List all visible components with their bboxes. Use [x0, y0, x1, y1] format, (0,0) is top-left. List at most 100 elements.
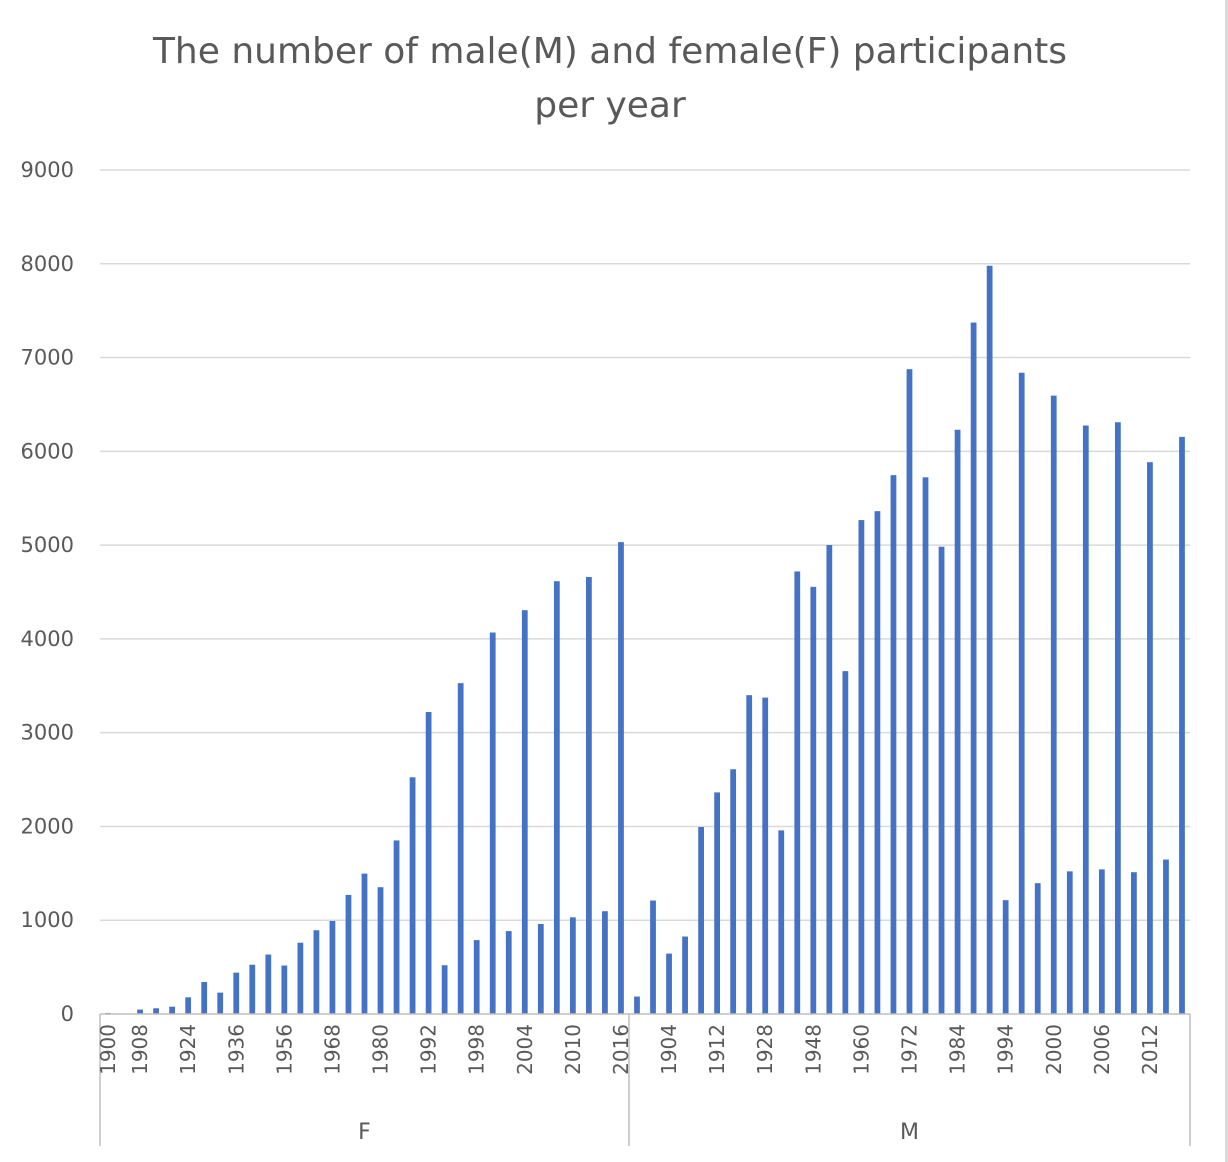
- bar-M-2010: [1131, 872, 1137, 1014]
- bar-M-1992: [986, 265, 993, 1015]
- x-tick-label: 1948: [801, 1024, 825, 1075]
- bar-F-1964: [313, 930, 320, 1014]
- bar-M-1924: [746, 695, 753, 1014]
- bar-M-1904: [666, 953, 672, 1014]
- group-label-F: F: [358, 1120, 371, 1145]
- bar-F-2016: [618, 542, 624, 1014]
- bar-F-1968: [329, 920, 336, 1014]
- x-tick-label: 1928: [753, 1024, 777, 1075]
- bar-M-1936: [794, 571, 801, 1014]
- gridlines: [100, 169, 1190, 921]
- bar-F-1956: [281, 965, 288, 1014]
- bar-F-1980: [377, 887, 384, 1014]
- x-tick-label: 1924: [176, 1024, 200, 1075]
- y-tick-label: 2000: [21, 814, 74, 838]
- bar-M-2016: [1179, 436, 1185, 1014]
- bar-F-1912: [153, 1008, 159, 1014]
- bar-F-1920: [169, 1006, 176, 1014]
- bar-M-1900: [650, 900, 656, 1014]
- y-tick-label: 1000: [21, 908, 74, 932]
- bar-M-1908: [698, 827, 704, 1014]
- bar-M-1956: [842, 671, 849, 1014]
- x-tick-label: 1998: [465, 1024, 489, 1075]
- bar-M-1912: [714, 792, 721, 1014]
- bar-M-2004: [1082, 425, 1089, 1014]
- bar-F-1988: [409, 777, 416, 1014]
- bar-M-2002: [1066, 871, 1073, 1014]
- group-label-M: M: [900, 1120, 919, 1145]
- bar-F-1998: [473, 940, 480, 1014]
- x-tick-label: 2012: [1138, 1024, 1162, 1075]
- bar-M-2000: [1050, 395, 1057, 1014]
- x-tick-label: 2016: [609, 1024, 633, 1075]
- bar-M-1972: [906, 369, 913, 1015]
- bar-M-1988: [970, 322, 977, 1015]
- bar-F-2000: [489, 632, 496, 1014]
- bar-F-1972: [345, 894, 352, 1014]
- x-tick-label: 1992: [417, 1024, 441, 1075]
- bar-F-1960: [297, 942, 304, 1014]
- bar-F-1928: [201, 982, 208, 1014]
- bar-M-1928: [762, 697, 769, 1014]
- x-axis: [99, 1013, 1191, 1146]
- bars: [105, 265, 1185, 1015]
- x-tick-label: 1972: [897, 1024, 921, 1075]
- x-tick-label: 2000: [1042, 1024, 1066, 1075]
- bar-M-1906: [682, 936, 688, 1014]
- x-axis-ticks: 1900 1908 1924 1936 1956 1968 1980 1992 1998 2004…: [96, 1024, 1162, 1075]
- bar-F-1932: [217, 992, 224, 1014]
- bar-M-2008: [1114, 422, 1121, 1014]
- x-tick-label: 2010: [561, 1024, 585, 1075]
- x-tick-label: 1904: [657, 1024, 681, 1075]
- bar-M-1984: [954, 429, 961, 1015]
- bar-F-1976: [361, 873, 368, 1014]
- bar-M-1920: [730, 769, 737, 1014]
- bar-F-2010: [569, 917, 576, 1014]
- bar-M-1960: [858, 520, 865, 1014]
- bar-F-1924: [185, 997, 192, 1014]
- bar-M-1994: [1002, 900, 1009, 1014]
- x-tick-label: 1968: [320, 1024, 344, 1075]
- bar-M-1980: [938, 546, 945, 1014]
- y-tick-label: 8000: [21, 252, 74, 276]
- bar-M-1976: [922, 477, 929, 1014]
- bar-F-1952: [265, 954, 272, 1014]
- y-tick-label: 5000: [21, 533, 74, 557]
- x-tick-label: 1994: [994, 1024, 1018, 1075]
- bar-M-2006: [1098, 869, 1105, 1014]
- bar-F-2004: [521, 610, 528, 1014]
- bar-M-2012: [1147, 462, 1153, 1014]
- bar-F-2002: [505, 931, 512, 1014]
- y-axis-ticks: 0 1000 2000 3000 4000 5000 6000 7000 8000 9000: [21, 158, 74, 1026]
- bar-F-2008: [553, 581, 560, 1014]
- bar-F-2014: [602, 911, 608, 1014]
- bar-F-1908: [137, 1009, 143, 1014]
- y-tick-label: 3000: [21, 721, 74, 745]
- x-tick-label: 1984: [946, 1024, 970, 1075]
- bar-F-1948: [249, 964, 256, 1014]
- bar-F-1936: [233, 972, 240, 1014]
- y-tick-label: 4000: [21, 627, 74, 651]
- bar-F-1992: [425, 712, 432, 1014]
- chart-title-line2: per year: [534, 85, 686, 126]
- bar-M-1968: [890, 475, 897, 1014]
- bar-F-2012: [586, 576, 592, 1014]
- x-tick-label: 1936: [224, 1024, 248, 1075]
- y-tick-label: 6000: [21, 439, 74, 463]
- x-tick-label: 1980: [369, 1024, 393, 1075]
- x-tick-label: 1956: [272, 1024, 296, 1075]
- x-tick-label: 1900: [96, 1024, 120, 1075]
- x-tick-label: 1908: [128, 1024, 152, 1075]
- x-tick-label: 1912: [705, 1024, 729, 1075]
- x-tick-label: 2006: [1090, 1024, 1114, 1075]
- chart-title: The number of male(M) and female(F) part…: [152, 31, 1067, 72]
- bar-M-1964: [874, 511, 881, 1014]
- x-tick-label: 1960: [849, 1024, 873, 1075]
- bar-M-1932: [778, 830, 785, 1014]
- x-tick-label: 2004: [513, 1024, 537, 1075]
- bar-F-1996: [457, 683, 464, 1014]
- bar-M-1952: [826, 545, 833, 1014]
- bar-F-1994: [441, 965, 448, 1014]
- bar-M-2014: [1163, 859, 1169, 1014]
